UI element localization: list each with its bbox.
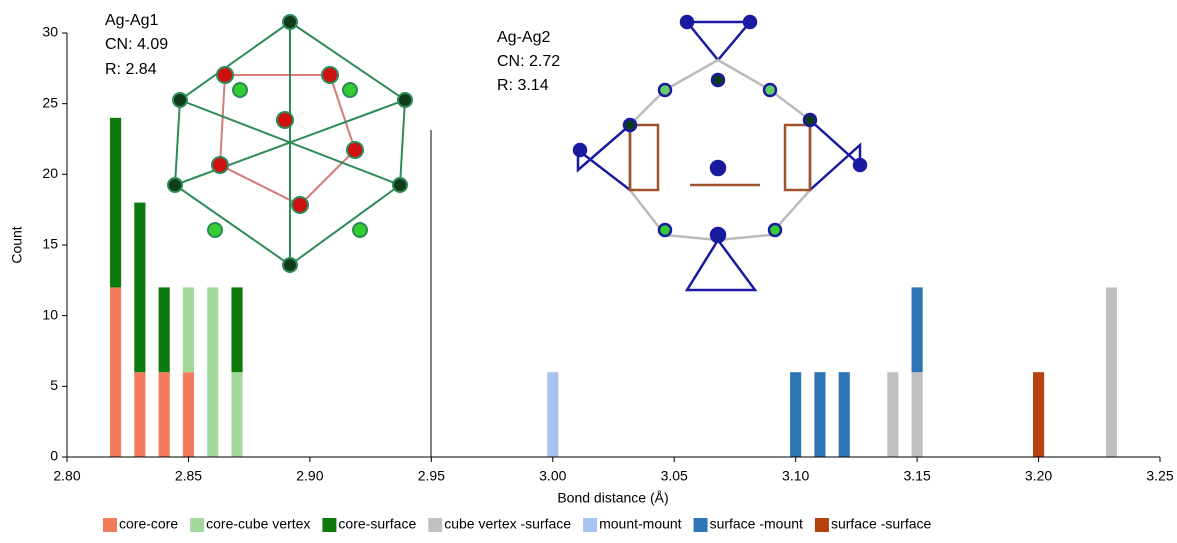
bar xyxy=(1105,287,1117,457)
bar xyxy=(182,287,195,373)
x-tick-label: 2.80 xyxy=(53,468,80,484)
x-tick-label: 2.95 xyxy=(418,468,445,484)
cluster-illustration-2 xyxy=(572,14,868,292)
bar xyxy=(838,372,850,457)
x-tick-label: 3.00 xyxy=(539,468,566,484)
x-tick-label: 2.90 xyxy=(296,468,323,484)
bar xyxy=(1032,372,1045,457)
legend-swatch xyxy=(322,518,337,532)
legend-swatch xyxy=(190,518,205,532)
annotation: CN: 2.72 xyxy=(497,53,560,70)
annotation: CN: 4.09 xyxy=(105,36,168,53)
y-tick-label: 5 xyxy=(50,377,58,393)
bar xyxy=(231,287,243,373)
legend-swatch xyxy=(583,518,598,532)
x-tick-label: 3.25 xyxy=(1146,468,1173,484)
y-tick-label: 15 xyxy=(42,236,58,252)
bar xyxy=(110,287,122,457)
legend-label: mount-mount xyxy=(599,516,682,532)
legend-label: core-core xyxy=(119,516,178,532)
cluster-illustration-1 xyxy=(167,14,413,273)
x-tick-label: 3.05 xyxy=(661,468,688,484)
x-tick-label: 3.10 xyxy=(782,468,809,484)
legend-label: cube vertex -surface xyxy=(444,516,571,532)
y-tick-label: 30 xyxy=(42,24,58,40)
legend-swatch xyxy=(814,518,829,532)
annotation: R: 3.14 xyxy=(497,77,549,94)
annotation: R: 2.84 xyxy=(105,61,157,78)
bar xyxy=(134,372,146,457)
legend-label: surface -mount xyxy=(710,516,803,532)
bar xyxy=(158,372,170,457)
bar xyxy=(110,117,122,288)
bar xyxy=(182,372,195,457)
bar xyxy=(207,287,219,457)
bar xyxy=(887,372,899,457)
x-tick-label: 3.15 xyxy=(903,468,930,484)
x-axis-title: Bond distance (Å) xyxy=(557,490,668,506)
y-tick-label: 10 xyxy=(42,306,58,322)
annotation: Ag-Ag2 xyxy=(497,29,550,46)
bar xyxy=(158,287,170,373)
y-tick-label: 0 xyxy=(50,448,58,464)
bar xyxy=(814,372,826,457)
bar xyxy=(911,287,923,373)
legend-swatch xyxy=(693,518,708,532)
legend-label: core-cube vertex xyxy=(206,516,310,532)
bar xyxy=(134,202,146,373)
bar xyxy=(911,372,923,457)
x-tick-label: 2.85 xyxy=(175,468,202,484)
y-tick-label: 20 xyxy=(42,165,58,181)
bar xyxy=(231,372,243,457)
bar xyxy=(790,372,802,457)
bar xyxy=(547,372,559,457)
legend-label: surface -surface xyxy=(831,516,932,532)
x-tick-label: 3.20 xyxy=(1025,468,1052,484)
legend-swatch xyxy=(103,518,117,532)
legend-label: core-surface xyxy=(338,516,416,532)
y-tick-label: 25 xyxy=(42,94,58,110)
annotation: Ag-Ag1 xyxy=(105,12,158,29)
y-axis-title: Count xyxy=(9,226,25,263)
legend-swatch xyxy=(428,518,443,532)
